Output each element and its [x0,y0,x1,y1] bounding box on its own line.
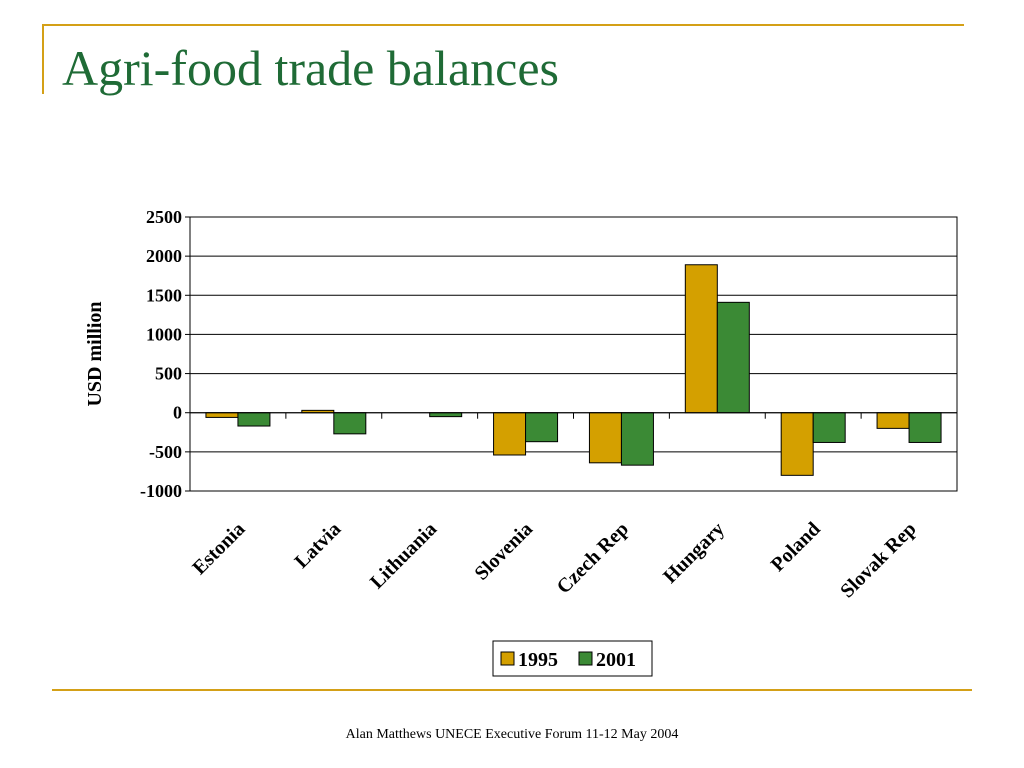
x-tick-label: Poland [767,518,825,576]
bar-1995-czech-rep [588,412,622,464]
y-tick-label: 1500 [146,285,182,305]
legend-label: 2001 [596,649,636,671]
y-tick-label: 1000 [146,324,182,344]
footer-text: Alan Matthews UNECE Executive Forum 11-1… [345,727,679,742]
legend [492,640,653,677]
y-axis-label: USD million [84,301,106,406]
y-tick-label: 2500 [146,207,182,227]
bar-2001-lithuania [429,412,463,418]
bar-2001-poland [812,412,846,443]
x-tick-label: Slovenia [470,518,537,585]
slide-title: Agri-food trade balances [62,40,559,96]
bar-2001-czech-rep [620,412,654,466]
x-tick-label: Slovak Rep [836,518,920,602]
bar-2001-slovenia [525,412,559,443]
y-tick-label: 500 [155,364,182,384]
x-tick-label: Hungary [659,518,729,588]
legend-label: 1995 [518,649,558,671]
x-tick-label: Czech Rep [553,518,633,598]
bar-1995-slovenia [493,412,527,456]
footer-divider [52,689,972,691]
top-accent-line [42,24,964,26]
bar-2001-estonia [237,412,271,427]
y-tick-label: 2000 [146,246,182,266]
x-tick-label: Lithuania [366,518,441,593]
bar-2001-latvia [333,412,367,435]
bar-2001-hungary [716,301,750,414]
y-tick-label: -500 [149,442,182,462]
bar-1995-slovak-rep [876,412,910,429]
title-accent-line [42,24,44,94]
bar-1995-poland [780,412,814,476]
bar-1995-estonia [205,412,239,418]
x-tick-label: Estonia [188,518,249,579]
legend-swatch [578,651,593,666]
legend-swatch [500,651,515,666]
y-tick-label: 0 [173,403,182,423]
y-tick-label: -1000 [140,481,182,501]
bar-1995-hungary [684,264,718,414]
plot-area [189,216,958,492]
bar-2001-slovak-rep [908,412,942,443]
x-tick-label: Latvia [291,518,346,573]
